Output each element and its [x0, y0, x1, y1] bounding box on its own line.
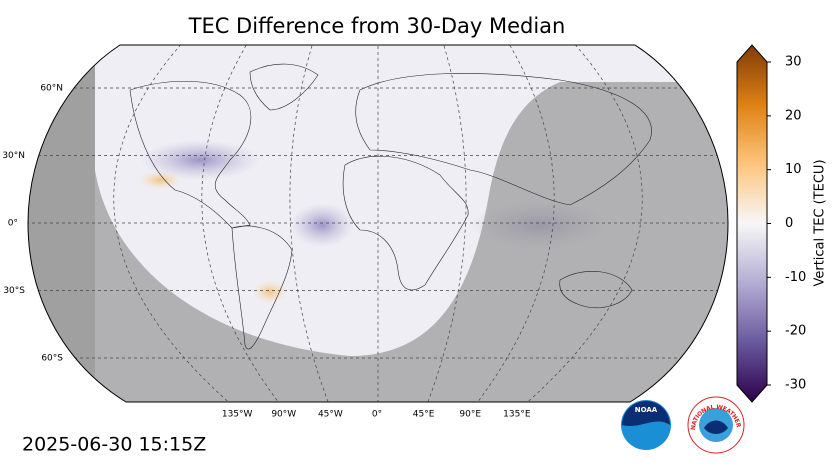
lon-label: 45°E — [413, 410, 435, 420]
lon-label: 0° — [372, 410, 382, 420]
lon-label: 90°E — [459, 410, 481, 420]
colorbar-tick-label: 10 — [785, 162, 802, 177]
anomaly — [140, 140, 260, 180]
lat-label: 30°S — [3, 286, 25, 296]
logo-shape — [622, 401, 670, 427]
colorbar-tick-label: -30 — [785, 378, 806, 393]
anomaly — [290, 203, 354, 247]
colorbar-tick-label: 0 — [785, 216, 793, 231]
logo-shape — [704, 420, 728, 434]
colorbar-tick-label: 20 — [785, 108, 802, 123]
lat-label: 60°S — [41, 354, 63, 364]
meridian — [518, 45, 643, 402]
lat-label: 60°N — [40, 84, 63, 94]
lon-label: 135°E — [503, 410, 531, 420]
coastlines — [129, 63, 652, 350]
anomaly — [138, 170, 182, 190]
axis-labels: 60°N 30°N 0° 30°S 60°S 135°W 90°W 45°W 0° 45°E 90°… — [2, 84, 531, 420]
meridian — [289, 45, 332, 402]
colorbar-tick-label: 30 — [785, 55, 802, 70]
night-shade — [28, 45, 728, 402]
graticule — [28, 45, 728, 402]
timestamp: 2025-06-30 15:15Z — [22, 434, 206, 456]
map — [28, 45, 728, 402]
map-border — [27, 44, 729, 403]
lon-label: 45°W — [318, 410, 343, 420]
meridian — [201, 45, 285, 402]
meridian — [113, 45, 238, 402]
colorbar-bar — [736, 44, 768, 403]
meridian — [471, 45, 555, 402]
title: TEC Difference from 30-Day Median — [188, 14, 566, 38]
noaa-logo: NOAA — [621, 400, 671, 450]
colorbar-tick-label: -10 — [785, 270, 806, 285]
lat-label: 0° — [8, 219, 18, 229]
lon-label: 90°W — [271, 410, 296, 420]
anomaly — [252, 280, 288, 304]
logo-text: NOAA — [635, 406, 658, 414]
lat-label: 30°N — [2, 151, 25, 161]
meridian — [424, 45, 467, 402]
lon-label: 135°W — [222, 410, 253, 420]
colorbar-label: Vertical TEC (TECU) — [813, 159, 828, 286]
colorbar-tick-label: -20 — [785, 324, 806, 339]
colorbar: Vertical TEC (TECU) -30 -20 -10 0 10 20 30 — [736, 44, 828, 403]
